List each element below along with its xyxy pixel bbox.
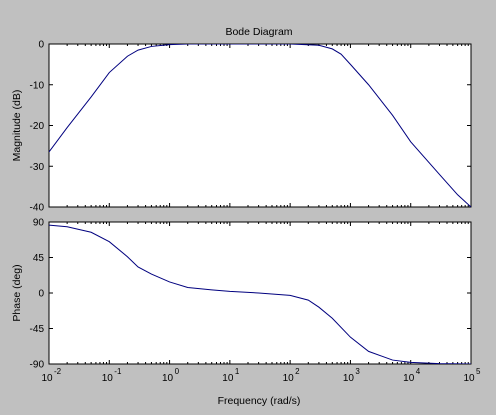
y-tick-label: -45 [30, 324, 45, 335]
x-tick-label: 10 [463, 373, 475, 384]
magnitude-plot-area [48, 43, 472, 208]
y-tick-label: 0 [38, 40, 44, 51]
phase-series-group [49, 224, 471, 364]
phase-line [49, 224, 471, 364]
chart-title: Bode Diagram [225, 26, 292, 38]
y-tick-label: -20 [30, 121, 45, 132]
x-tick-label: 10 [102, 373, 114, 384]
x-tick-label: 10 [343, 373, 355, 384]
x-tick-label: 10 [403, 373, 415, 384]
y-tick-label: -10 [30, 80, 45, 91]
y-tick-label: 45 [33, 253, 45, 264]
x-tick-exponent: 0 [175, 367, 180, 376]
y-tick-label: -30 [30, 162, 45, 173]
x-tick-exponent: -1 [114, 367, 122, 376]
y-tick-label: -90 [30, 360, 45, 371]
x-tick-label: 10 [222, 373, 234, 384]
x-tick-exponent: 1 [235, 367, 240, 376]
phase-y-axis-label: Phase (deg) [11, 264, 23, 321]
x-tick-exponent: 4 [416, 367, 421, 376]
x-tick-label: 10 [162, 373, 174, 384]
x-tick-label: 10 [283, 373, 295, 384]
x-tick-exponent: 2 [295, 367, 300, 376]
magnitude-axes: 0 -10 -20 -30 -40 Magnitude (dB) [11, 40, 472, 214]
y-tick-label: 0 [38, 289, 44, 300]
x-tick-exponent: -2 [54, 367, 62, 376]
x-tick-label: 10 [41, 373, 53, 384]
magnitude-series-group [49, 44, 471, 207]
magnitude-line [49, 44, 471, 207]
x-tick-exponent: 3 [355, 367, 360, 376]
frequency-x-axis-label: Frequency (rad/s) [218, 395, 301, 407]
x-tick-exponent: 5 [476, 367, 481, 376]
y-tick-label: 90 [33, 218, 45, 229]
magnitude-y-axis-label: Magnitude (dB) [11, 90, 23, 162]
y-tick-label: -40 [30, 203, 45, 214]
